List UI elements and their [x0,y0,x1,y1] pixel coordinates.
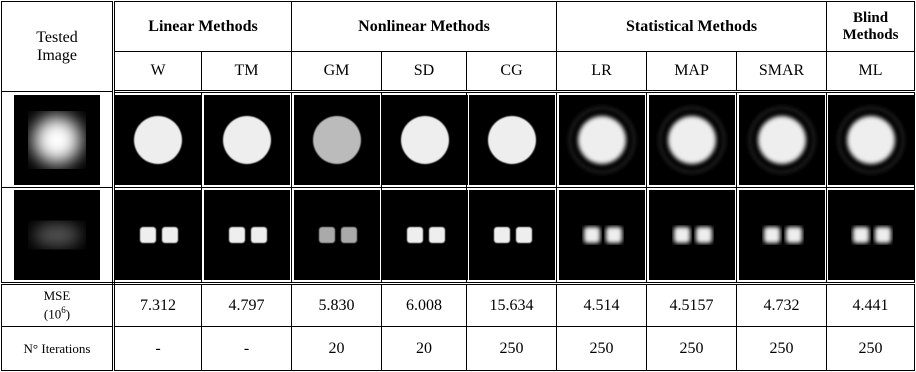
image-cell [737,92,827,188]
image-cell [2,188,114,284]
result-image [294,190,380,280]
method-header: SMAR [737,52,827,92]
iteration-value: 250 [647,327,737,371]
image-cell [467,92,557,188]
result-image [649,190,735,280]
image-cell [557,188,647,284]
mse-value: 4.514 [557,284,647,327]
image-cell [292,188,382,284]
result-image [294,95,380,185]
result-image [204,190,290,280]
method-header: SD [382,52,467,92]
method-header: ML [827,52,915,92]
result-image [559,190,645,280]
image-cell [557,92,647,188]
result-image [739,95,825,185]
result-image [828,95,914,185]
method-header: W [114,52,202,92]
iteration-value: 20 [292,327,382,371]
row-label: N° Iterations [2,327,114,371]
iteration-value: 250 [737,327,827,371]
image-cell [827,92,915,188]
image-cell [827,188,915,284]
header-text: Tested Image [22,29,92,65]
mse-value: 15.634 [467,284,557,327]
header-cell: Tested Image [2,2,114,92]
iteration-value: 250 [467,327,557,371]
iteration-value: - [114,327,202,371]
method-header: CG [467,52,557,92]
method-header: TM [202,52,292,92]
image-cell [382,188,467,284]
mse-unit: ) [66,307,70,322]
mse-value: 7.312 [114,284,202,327]
result-image [559,95,645,185]
image-cell [647,188,737,284]
group-header: Statistical Methods [557,2,827,52]
results-table: Tested Image Linear Methods Nonlinear Me… [1,1,915,371]
iteration-value: 250 [827,327,915,371]
mse-unit: (10 [44,307,61,322]
image-cell [737,188,827,284]
result-image [204,95,290,185]
image-cell [202,188,292,284]
mse-value: 4.732 [737,284,827,327]
method-header: MAP [647,52,737,92]
result-image [115,95,201,185]
group-header: Blind Methods [827,2,915,52]
result-image [382,95,468,185]
result-image [14,190,100,280]
mse-label: MSE [44,288,71,303]
group-header: Linear Methods [114,2,292,52]
mse-value: 4.441 [827,284,915,327]
iteration-value: 250 [557,327,647,371]
image-cell [202,92,292,188]
iteration-value: - [202,327,292,371]
image-cell [114,92,202,188]
result-image [828,190,914,280]
mse-value: 5.830 [292,284,382,327]
method-header: LR [557,52,647,92]
result-image [115,190,201,280]
page: Tested Image Linear Methods Nonlinear Me… [0,0,916,372]
mse-value: 4.797 [202,284,292,327]
header-text: Blind Methods [841,10,901,44]
image-cell [114,188,202,284]
method-header: GM [292,52,382,92]
image-cell [2,92,114,188]
result-image [382,190,468,280]
row-label: MSE(106) [2,284,114,327]
group-header: Nonlinear Methods [292,2,557,52]
result-image [739,190,825,280]
iteration-value: 20 [382,327,467,371]
image-cell [647,92,737,188]
result-image [469,190,555,280]
image-cell [382,92,467,188]
image-cell [292,92,382,188]
mse-value: 4.5157 [647,284,737,327]
result-image [469,95,555,185]
result-image [14,95,100,185]
result-image [649,95,735,185]
mse-value: 6.008 [382,284,467,327]
image-cell [467,188,557,284]
